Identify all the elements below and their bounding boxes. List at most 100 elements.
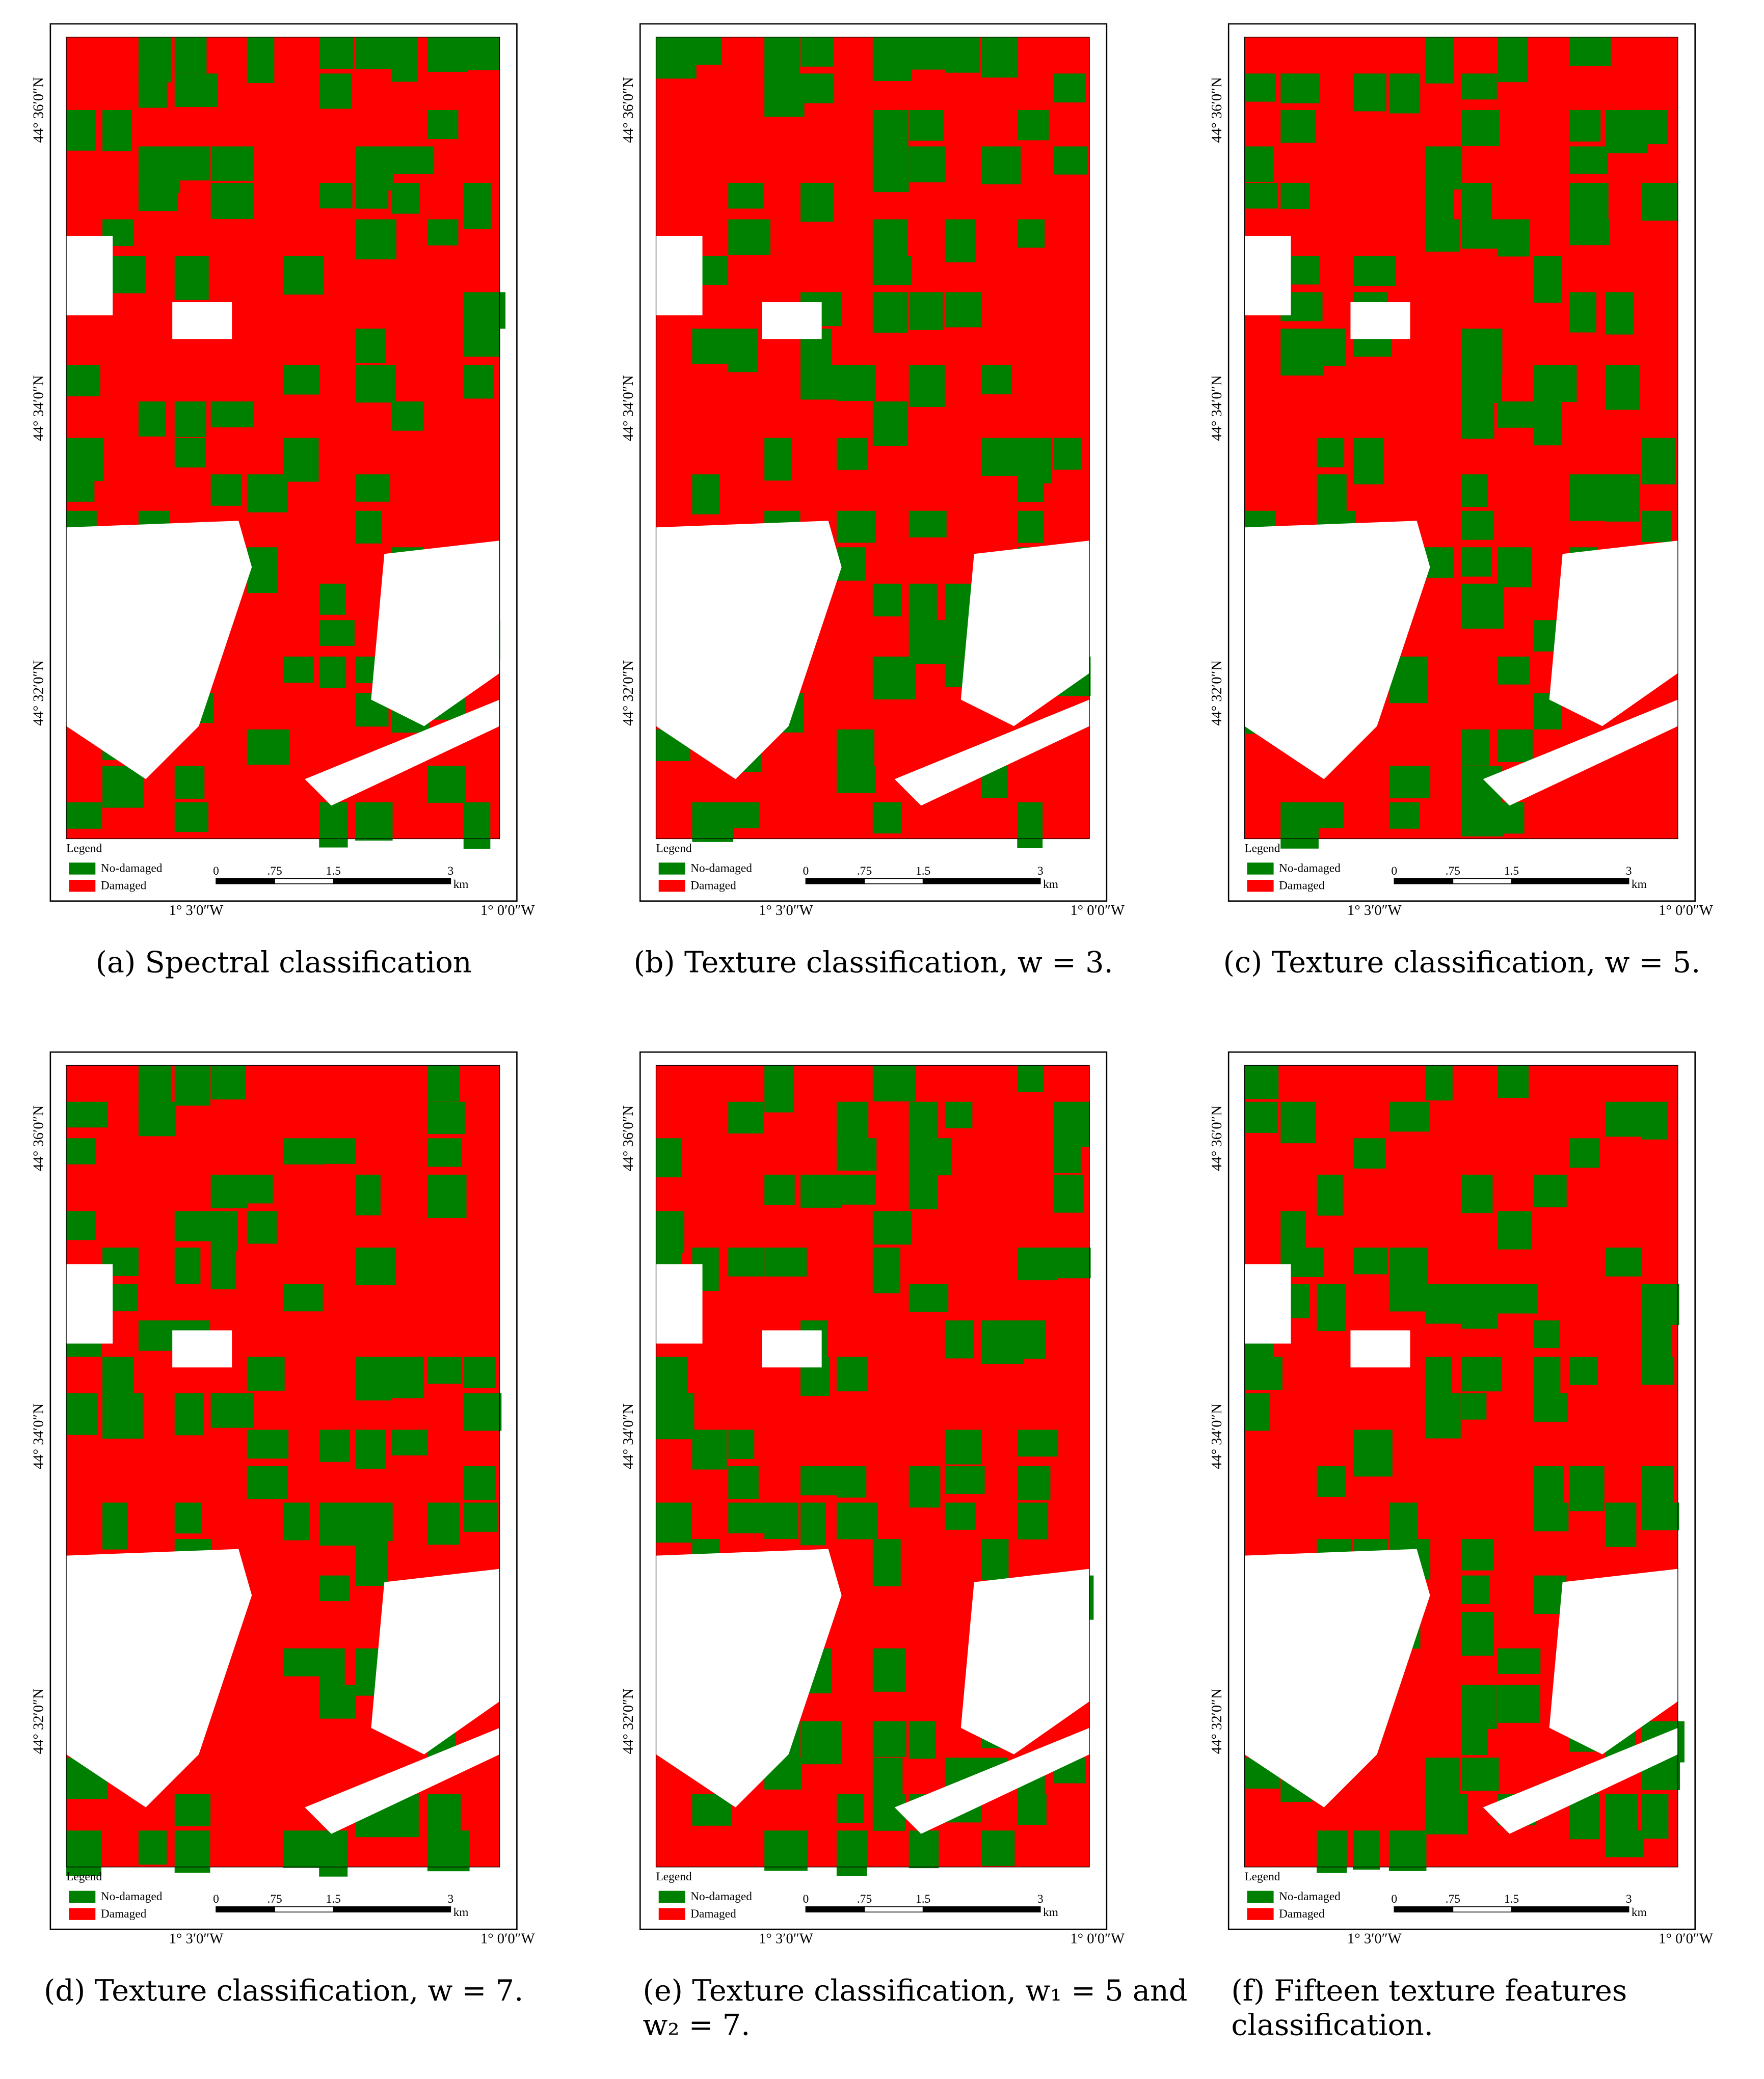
map-no-damaged <box>1642 438 1675 484</box>
legend-title: Legend <box>1244 842 1280 855</box>
map-no-damaged <box>764 1065 794 1113</box>
map-no-damaged <box>102 1502 128 1550</box>
map-no-damaged <box>1461 110 1500 146</box>
map-no-damaged <box>1053 146 1088 175</box>
map-no-damaged <box>1569 474 1610 521</box>
map-no-damaged <box>174 438 205 468</box>
map-no-damaged <box>1461 1575 1489 1604</box>
map-no-damaged <box>836 766 875 793</box>
map-no-damaged <box>1353 1138 1386 1169</box>
map-no-damaged <box>1388 1830 1427 1871</box>
map-no-damaged <box>1017 802 1043 848</box>
map-no-damaged <box>872 1065 916 1102</box>
scale-label: .75 <box>857 1893 872 1906</box>
map-no-damaged <box>872 1721 906 1757</box>
scale-label: 3 <box>1037 865 1044 878</box>
map-no-damaged <box>1497 547 1532 587</box>
map-no-damaged <box>283 656 314 683</box>
map-no-damaged <box>1017 1794 1047 1825</box>
map-no-damaged <box>66 1211 95 1240</box>
map-no-damaged <box>836 1466 867 1498</box>
legend-title: Legend <box>66 842 102 855</box>
map-no-damaged <box>210 1211 238 1252</box>
map-no-damaged <box>800 73 835 103</box>
map-no-damaged <box>872 583 902 617</box>
scale-label: 1.5 <box>1504 1893 1519 1906</box>
panel: Legend No-damaged Damaged 0 .75 1.5 3km 44° 36′… <box>1209 1051 1713 2042</box>
map-no-damaged <box>1461 1174 1493 1213</box>
map-no-damaged <box>1606 365 1640 410</box>
map-no-damaged <box>355 802 393 841</box>
map-no-damaged <box>391 146 435 174</box>
map-bare <box>66 1549 252 1807</box>
map-no-damaged <box>872 292 908 333</box>
map-no-damaged <box>391 1357 424 1398</box>
map-no-damaged <box>355 37 394 69</box>
legend-swatch <box>1247 1891 1274 1903</box>
map-no-damaged <box>728 182 764 209</box>
map-no-damaged <box>981 438 1021 476</box>
map-no-damaged <box>138 73 167 108</box>
map-bare <box>371 541 500 726</box>
map-no-damaged <box>872 110 908 149</box>
map-no-damaged <box>945 37 980 73</box>
map-no-damaged <box>872 401 908 446</box>
map-no-damaged <box>1317 802 1344 828</box>
legend-label: No-damaged <box>101 862 163 875</box>
map-no-damaged <box>908 110 944 141</box>
map-no-damaged <box>836 1357 867 1392</box>
scale-segment <box>922 878 1041 884</box>
scale-label: .75 <box>267 1893 282 1906</box>
legend-label: Damaged <box>1279 1907 1325 1921</box>
panel: Legend No-damaged Damaged 0 .75 1.5 3km 44° 36′… <box>621 23 1125 980</box>
map-no-damaged <box>319 37 354 69</box>
map-no-damaged <box>1425 37 1454 84</box>
map-no-damaged <box>800 365 843 400</box>
map-no-damaged <box>355 329 387 364</box>
panel: Legend No-damaged Damaged 0 .75 1.5 3km 44° 36′… <box>621 1051 1188 2042</box>
map-bare <box>1549 541 1678 726</box>
map-no-damaged <box>1461 1357 1502 1392</box>
legend-label: No-damaged <box>690 862 752 875</box>
map-no-damaged <box>1317 1174 1343 1216</box>
map-bare <box>1244 1264 1291 1344</box>
scale-label: 1.5 <box>326 1893 341 1906</box>
map-no-damaged <box>1017 510 1044 543</box>
map-no-damaged <box>319 802 348 848</box>
scale-segment <box>1394 878 1454 884</box>
lat-label: 44° 36′0″N <box>1209 77 1225 143</box>
map-bare <box>172 302 232 339</box>
lat-label: 44° 36′0″N <box>31 77 47 143</box>
map-bare <box>1483 1727 1678 1834</box>
map-no-damaged <box>66 802 102 829</box>
lon-label: 1° 0′0″W <box>1659 903 1713 919</box>
map-no-damaged <box>319 1502 359 1546</box>
map-no-damaged <box>355 219 396 260</box>
map-no-damaged <box>836 1502 877 1540</box>
map-no-damaged <box>1497 1065 1529 1098</box>
scale-unit: km <box>453 1906 469 1919</box>
map-bare <box>1244 235 1291 316</box>
lat-label: 44° 36′0″N <box>621 77 636 143</box>
map-no-damaged <box>728 219 770 255</box>
panel: Legend No-damaged Damaged 0 .75 1.5 3km 44° 36′… <box>1209 23 1713 980</box>
map-no-damaged <box>1606 1794 1638 1831</box>
lat-label: 44° 34′0″N <box>621 1403 636 1469</box>
scale-segment <box>216 1906 275 1913</box>
map-no-damaged <box>764 438 792 481</box>
map-no-damaged <box>319 656 346 688</box>
map-no-damaged <box>1497 1685 1540 1723</box>
map-no-damaged <box>174 73 218 107</box>
map-no-damaged <box>1606 1502 1637 1547</box>
scale-label: 0 <box>803 865 809 878</box>
scale-unit: km <box>1043 878 1058 891</box>
map-no-damaged <box>908 1138 951 1176</box>
lat-label: 44° 32′0″N <box>1209 660 1225 726</box>
legend-swatch <box>658 1908 685 1920</box>
map-no-damaged <box>1280 329 1323 376</box>
lon-label: 1° 3′0″W <box>1347 1931 1402 1947</box>
map-no-damaged <box>872 1211 912 1245</box>
map-no-damaged <box>1425 1065 1453 1101</box>
map-no-damaged <box>908 1284 949 1312</box>
map-no-damaged <box>945 583 973 621</box>
